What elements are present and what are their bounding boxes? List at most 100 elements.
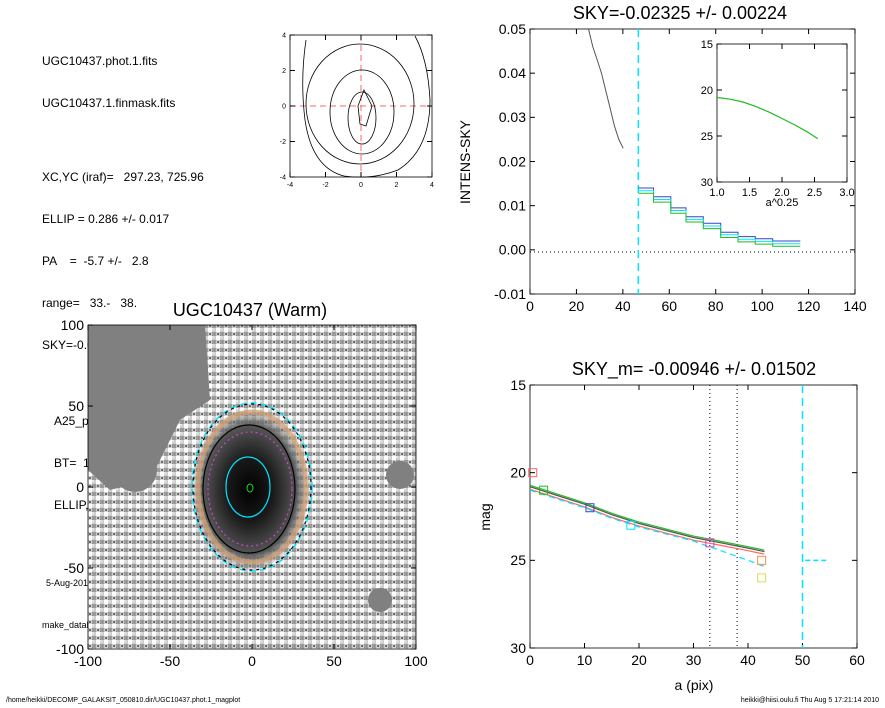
y-tick-label: -4: [280, 174, 286, 181]
x-tick-label: 0: [359, 182, 363, 189]
x-tick-label: 3.0: [839, 187, 854, 199]
y-tick-label: 15: [510, 377, 526, 393]
x-tick-label: 20: [569, 298, 585, 314]
ellipse-magenta: [207, 431, 293, 547]
x-tick-label: 20: [631, 652, 647, 668]
info-line: UGC10437.1.finmask.fits: [42, 96, 176, 110]
x-tick-label: 40: [740, 652, 756, 668]
sky-step-profile: [638, 187, 801, 242]
contour-line: [329, 69, 395, 155]
x-tick-label: 40: [615, 298, 631, 314]
x-tick-label: 120: [797, 298, 821, 314]
galaxy-core: [192, 410, 308, 570]
x-tick-label: 4: [430, 182, 434, 189]
x-tick-label: 2.5: [807, 187, 822, 199]
mag-profile-line: [529, 488, 765, 555]
x-tick-label: 60: [661, 298, 677, 314]
x-tick-label: 0: [248, 653, 256, 669]
y-tick-label: 25: [701, 131, 713, 143]
sky-ylabel: INTENS-SKY: [457, 119, 473, 204]
mag-xlabel: a (pix): [675, 677, 714, 693]
x-tick-label: 1.0: [709, 187, 724, 199]
sky-inset-xlabel: a^0.25: [766, 197, 799, 209]
x-tick-label: 100: [750, 298, 774, 314]
mag-marker: [585, 503, 595, 513]
y-tick-label: 4: [282, 32, 286, 39]
x-tick-label: 1.5: [742, 187, 757, 199]
y-tick-label: 20: [510, 465, 526, 481]
mag-profile-line: [529, 484, 765, 551]
y-tick-label: -100: [56, 641, 84, 657]
sky-inset-frame: [716, 43, 848, 183]
y-tick-label: 15: [701, 39, 713, 51]
footer-path: /home/heikki/DECOMP_GALAKSIT_050810.dir/…: [6, 697, 241, 704]
masked-blob: [368, 588, 392, 612]
x-tick-label: -50: [160, 653, 180, 669]
x-tick-label: 2: [395, 182, 399, 189]
footer-stamp: heikki@hiisi.oulu.fi Thu Aug 5 17:21:14 …: [740, 697, 879, 704]
ellipse-inner-cyan: [225, 456, 271, 518]
sky-step-profile: [638, 192, 801, 247]
y-tick-label: 0.03: [499, 109, 526, 125]
x-tick-label: 50: [795, 652, 811, 668]
y-tick-label: 100: [61, 317, 85, 333]
contour-line: [305, 43, 415, 165]
mag-marker: [757, 573, 767, 583]
x-tick-label: 60: [849, 652, 865, 668]
ellipse-outer-black: [192, 403, 312, 571]
x-tick-label: 0: [526, 652, 534, 668]
masked-region: [88, 325, 210, 490]
contour-line: [347, 91, 377, 145]
sky-title: SKY=-0.02325 +/- 0.00224: [573, 3, 787, 23]
mag-marker: [528, 468, 538, 478]
y-tick-label: 0: [282, 103, 286, 110]
info-line: PA = -5.7 +/- 2.8: [42, 254, 149, 268]
contour-line: [302, 35, 431, 178]
y-tick-label: 25: [510, 552, 526, 568]
image-title: UGC10437 (Warm): [173, 300, 327, 320]
y-tick-label: -0.01: [494, 286, 526, 302]
x-tick-label: 100: [404, 653, 428, 669]
ellipse-orange: [195, 409, 309, 565]
y-tick-label: 30: [701, 177, 713, 189]
mag-title: SKY_m= -0.00946 +/- 0.01502: [572, 359, 816, 380]
mag-profile-cyan: [529, 489, 765, 568]
sky-profile-plot: SKY=-0.02325 +/- 0.00224 INTENS-SKY 0 20 4…: [457, 3, 867, 314]
y-tick-label: 0.01: [499, 198, 526, 214]
masked-blob: [386, 461, 414, 489]
sky-inner-profile: [588, 28, 624, 149]
x-tick-label: 2.0: [774, 187, 789, 199]
x-tick-label: -100: [74, 653, 102, 669]
info-line: XC,YC (iraf)= 297.23, 725.96: [42, 170, 204, 184]
x-tick-label: 50: [326, 653, 342, 669]
x-tick-label: -2: [322, 182, 328, 189]
sky-step-profile: [638, 190, 801, 245]
y-tick-label: 0.00: [499, 242, 526, 258]
info-line: range= 33.- 38.: [42, 296, 138, 310]
y-tick-label: -2: [280, 139, 286, 146]
x-tick-label: 0: [526, 298, 534, 314]
info-line: ELLIP = 0.286 +/- 0.017: [42, 212, 170, 226]
info-line: UGC10437.phot.1.fits: [42, 54, 158, 68]
y-tick-label: 0.05: [499, 21, 526, 37]
ellipse-outer-cyan: [191, 402, 313, 572]
y-tick-label: 0.04: [499, 65, 526, 81]
x-tick-label: -4: [287, 182, 293, 189]
mag-frame: [529, 384, 858, 649]
mag-profile-plot: SKY_m= -0.00946 +/- 0.01502 mag a (pix) …: [477, 359, 865, 693]
y-tick-label: 50: [68, 398, 84, 414]
y-tick-label: 0: [76, 479, 84, 495]
contour-core: [357, 89, 373, 127]
y-tick-label: 20: [701, 85, 713, 97]
galaxy-image-plot: UGC10437 (Warm): [56, 300, 428, 669]
mag-ylabel: mag: [477, 503, 493, 530]
mag-marker: [539, 485, 549, 495]
y-tick-label: -50: [64, 560, 84, 576]
mag-marker: [626, 520, 636, 530]
x-tick-label: 10: [577, 652, 593, 668]
y-tick-label: 2: [282, 68, 286, 75]
x-tick-label: 140: [843, 298, 867, 314]
masked-blob: [113, 448, 157, 492]
y-tick-label: 30: [510, 640, 526, 656]
contour-plot: -4 -2 0 2 4 4 2 0 -2 -4: [280, 32, 434, 189]
